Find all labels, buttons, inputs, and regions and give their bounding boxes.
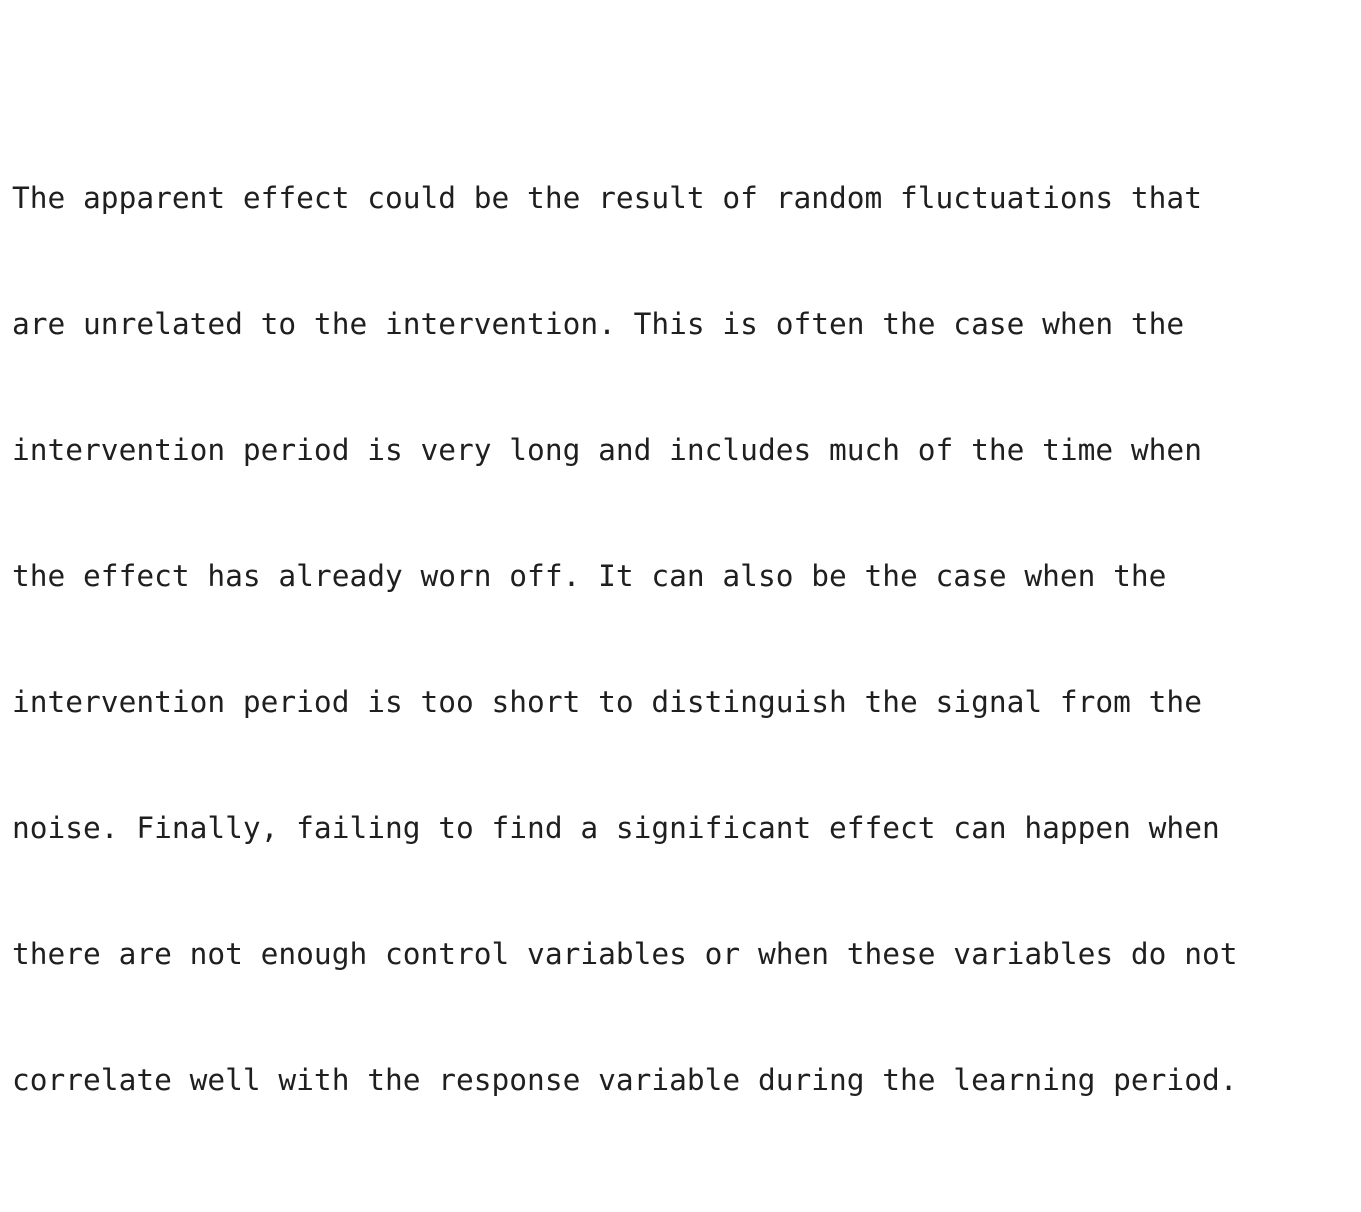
text-line: The apparent effect could be the result … <box>12 181 1202 215</box>
text-line: noise. Finally, failing to find a signif… <box>12 811 1220 845</box>
text-line: the effect has already worn off. It can … <box>12 559 1167 593</box>
text-line: are unrelated to the intervention. This … <box>12 307 1185 341</box>
text-line: intervention period is too short to dist… <box>12 685 1202 719</box>
random-fluctuation-paragraph: The apparent effect could be the result … <box>12 93 1237 1185</box>
text-line: intervention period is very long and inc… <box>12 433 1202 467</box>
text-line: there are not enough control variables o… <box>12 937 1238 971</box>
text-line: correlate well with the response variabl… <box>12 1063 1238 1097</box>
text-output: The apparent effect could be the result … <box>12 9 1237 1212</box>
